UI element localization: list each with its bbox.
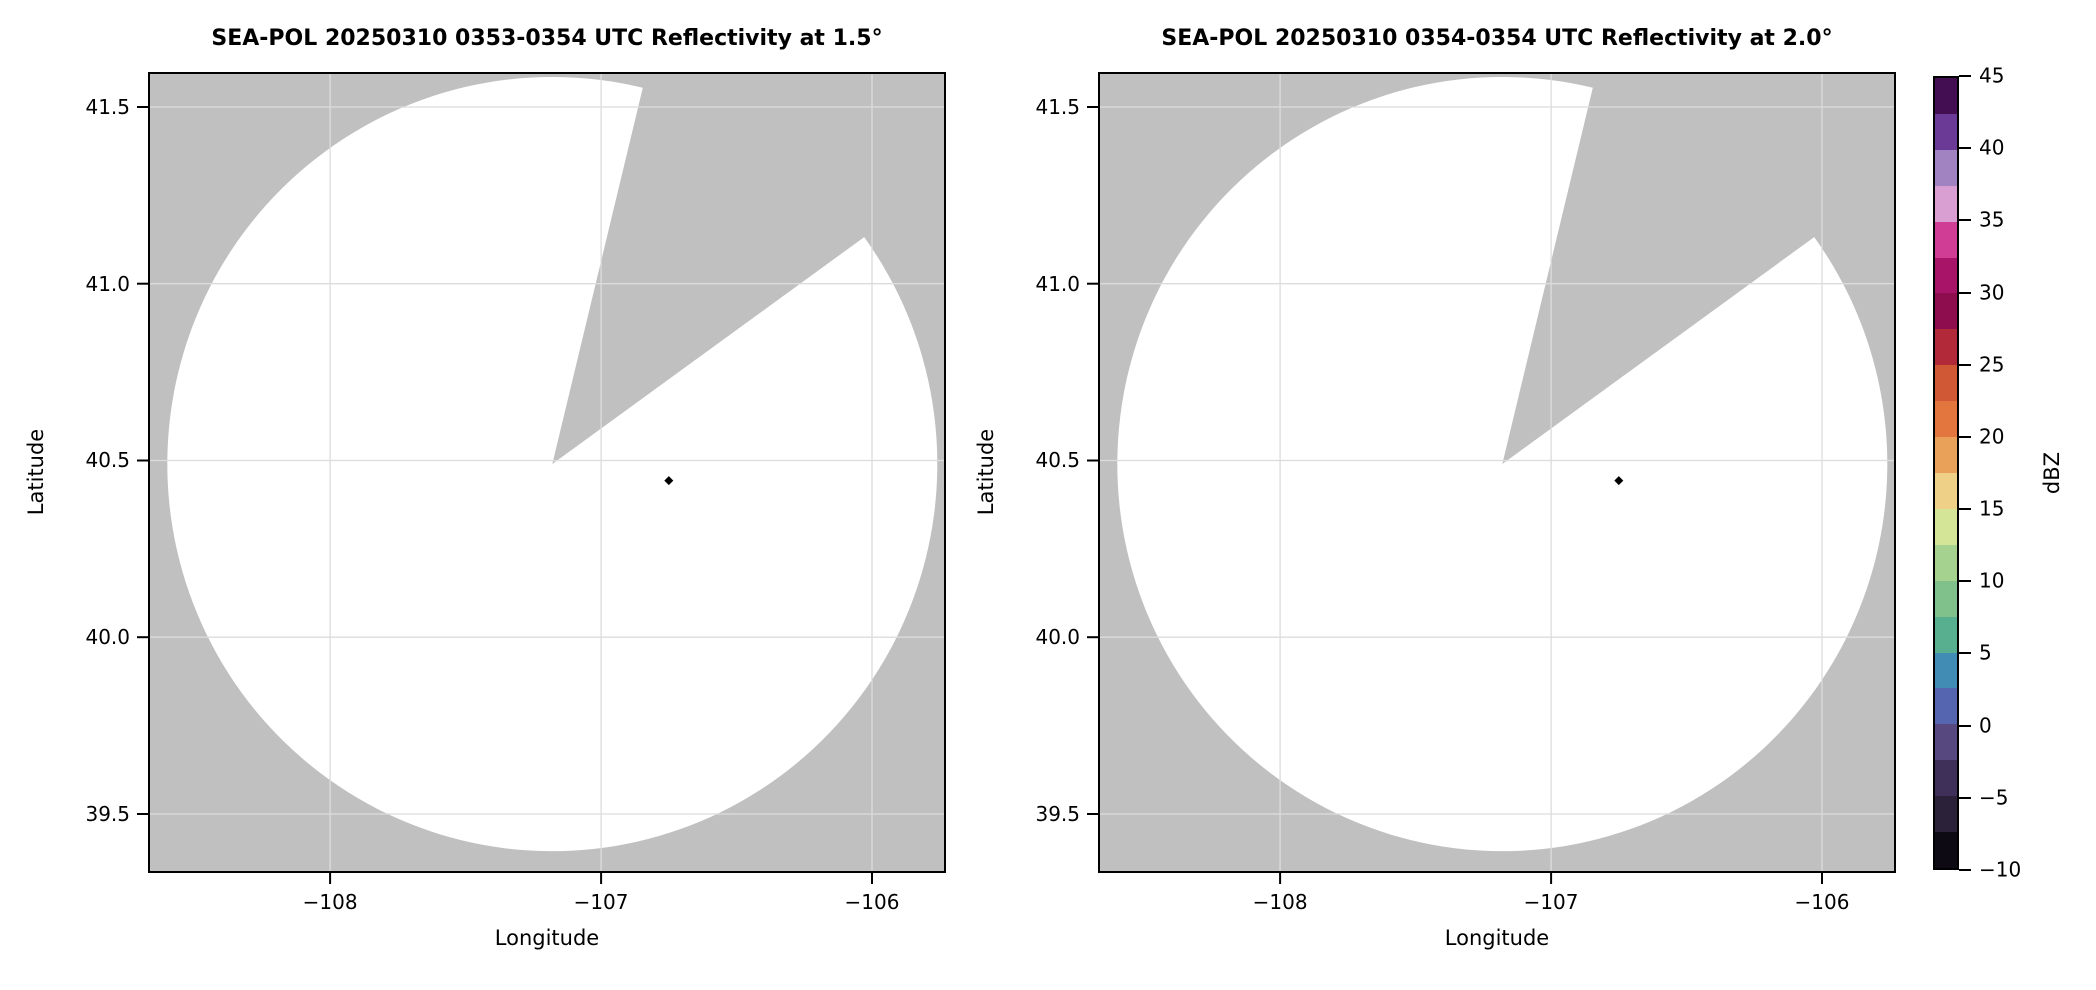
- colorbar-tick-label: 35: [1979, 207, 2005, 232]
- colorbar-band: [1935, 329, 1957, 366]
- y-tick-label: 41.0: [1035, 271, 1080, 296]
- colorbar-tick-mark: [1959, 580, 1971, 583]
- panel-2-title: SEA-POL 20250310 0354-0354 UTC Reflectiv…: [1161, 26, 1833, 51]
- echo-point-marker: [1614, 476, 1624, 486]
- colorbar-band: [1935, 113, 1957, 150]
- colorbar-band: [1935, 724, 1957, 761]
- colorbar-tick-mark: [1959, 508, 1971, 511]
- x-tick-label: −107: [573, 890, 629, 914]
- colorbar-band: [1935, 544, 1957, 581]
- y-tick-label: 39.5: [85, 801, 130, 826]
- colorbar-tick-mark: [1959, 219, 1971, 222]
- radar-panel-1: SEA-POL 20250310 0353-0354 UTC Reflectiv…: [24, 26, 946, 950]
- colorbar-axis-label: dBZ: [2040, 451, 2064, 495]
- x-axis-label: Longitude: [494, 926, 600, 950]
- colorbar-tick-mark: [1959, 652, 1971, 655]
- colorbar-tick-mark: [1959, 724, 1971, 727]
- y-tick-label: 40.5: [1035, 448, 1080, 473]
- y-tick-label: 40.5: [85, 448, 130, 473]
- colorbar-band: [1935, 508, 1957, 545]
- colorbar-band: [1935, 185, 1957, 222]
- colorbar-tick-label: 40: [1979, 135, 2005, 160]
- radar-plot-2: [1087, 72, 1896, 884]
- colorbar-tick-label: 25: [1979, 352, 2005, 377]
- colorbar-band: [1935, 401, 1957, 438]
- colorbar-tick-label: 0: [1979, 713, 1992, 738]
- colorbar-tick-label: 45: [1979, 63, 2005, 88]
- y-tick-label: 39.5: [1035, 801, 1080, 826]
- colorbar-tick-mark: [1959, 147, 1971, 150]
- axes-border: [148, 72, 946, 873]
- panel-1-title: SEA-POL 20250310 0353-0354 UTC Reflectiv…: [211, 26, 883, 51]
- colorbar-band: [1935, 832, 1957, 868]
- scan-coverage-disk: [167, 76, 938, 852]
- colorbar-tick-label: −10: [1979, 857, 2022, 882]
- x-tick-label: −108: [1252, 890, 1308, 914]
- colorbar-tick-label: 5: [1979, 640, 1992, 665]
- x-tick-label: −108: [302, 890, 358, 914]
- colorbar-gradient: [1933, 76, 1959, 870]
- colorbar-band: [1935, 652, 1957, 689]
- colorbar-band: [1935, 365, 1957, 402]
- radar-plot-1: [137, 72, 946, 884]
- colorbar-band: [1935, 149, 1957, 186]
- x-tick-label: −107: [1523, 890, 1579, 914]
- colorbar-tick-label: 20: [1979, 424, 2005, 449]
- colorbar-band: [1935, 78, 1957, 114]
- colorbar-band: [1935, 616, 1957, 653]
- y-tick-label: 41.5: [1035, 94, 1080, 119]
- colorbar-band: [1935, 293, 1957, 330]
- echo-point-marker: [664, 476, 674, 486]
- colorbar-tick-label: 15: [1979, 496, 2005, 521]
- radar-panel-2: SEA-POL 20250310 0354-0354 UTC Reflectiv…: [974, 26, 1896, 950]
- y-tick-label: 41.5: [85, 94, 130, 119]
- colorbar-tick-mark: [1959, 435, 1971, 438]
- colorbar-band: [1935, 472, 1957, 509]
- colorbar: dBZ 45 40 35 30 25 20 15 10 5 0 −5 −10: [1933, 64, 2064, 882]
- colorbar-band: [1935, 580, 1957, 617]
- colorbar-band: [1935, 760, 1957, 797]
- y-tick-label: 41.0: [85, 271, 130, 296]
- colorbar-band: [1935, 257, 1957, 294]
- colorbar-band: [1935, 796, 1957, 833]
- colorbar-band: [1935, 437, 1957, 473]
- colorbar-tick-mark: [1959, 363, 1971, 366]
- axes-border: [1098, 72, 1896, 873]
- y-tick-label: 40.0: [1035, 625, 1080, 650]
- x-axis-label: Longitude: [1444, 926, 1550, 950]
- colorbar-tick-mark: [1959, 869, 1971, 871]
- colorbar-tick-mark: [1959, 796, 1971, 799]
- colorbar-tick-mark: [1959, 75, 1971, 77]
- colorbar-tick-mark: [1959, 291, 1971, 294]
- colorbar-tick-label: 10: [1979, 568, 2005, 593]
- colorbar-tick-label: 30: [1979, 280, 2005, 305]
- colorbar-band: [1935, 221, 1957, 258]
- x-tick-label: −106: [1794, 890, 1850, 914]
- scan-coverage-disk: [1117, 76, 1888, 852]
- x-tick-label: −106: [844, 890, 900, 914]
- colorbar-band: [1935, 688, 1957, 725]
- y-tick-label: 40.0: [85, 625, 130, 650]
- colorbar-tick-label: −5: [1979, 785, 2009, 810]
